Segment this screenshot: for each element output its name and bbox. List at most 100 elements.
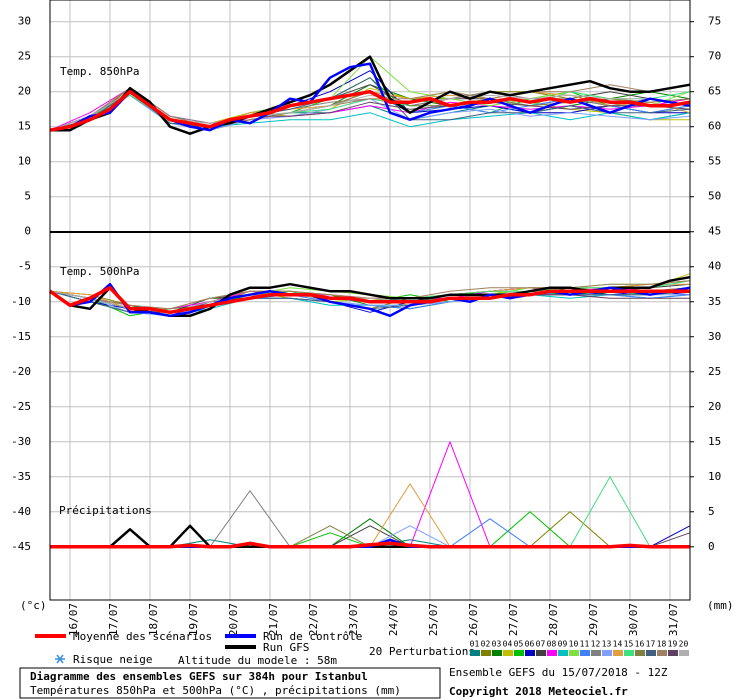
y-tick-label: -20 xyxy=(11,365,31,378)
legend-swatch xyxy=(481,650,491,656)
y-tick-label: -10 xyxy=(11,295,31,308)
legend-label: 15 xyxy=(624,640,634,649)
lines xyxy=(48,55,691,549)
y2-tick-label: 10 xyxy=(708,470,721,483)
legend-label: 20 xyxy=(679,640,689,649)
y2-tick-label: 20 xyxy=(708,400,721,413)
legend-swatch xyxy=(536,650,546,656)
legend-label: 03 xyxy=(492,640,502,649)
annotation: Précipitations xyxy=(59,504,152,517)
x-tick-label: 16/07 xyxy=(67,603,80,636)
y-tick-label: 5 xyxy=(24,190,31,203)
x-tick-label: 25/07 xyxy=(427,603,440,636)
y-tick-label: 10 xyxy=(18,155,31,168)
x-tick-label: 20/07 xyxy=(227,603,240,636)
legend-swatch xyxy=(558,650,568,656)
y-tick-label: -25 xyxy=(11,400,31,413)
annotation: Temp. 850hPa xyxy=(60,65,139,78)
legend-swatch xyxy=(514,650,524,656)
legend-swatch xyxy=(591,650,601,656)
x-tick-label: 29/07 xyxy=(587,603,600,636)
y2-tick-label: 65 xyxy=(708,85,721,98)
y-tick-label: 0 xyxy=(24,225,31,238)
y-tick-label: -30 xyxy=(11,435,31,448)
legend-label: 09 xyxy=(558,640,568,649)
legend-label: 12 xyxy=(591,640,601,649)
y-tick-label: -35 xyxy=(11,470,31,483)
x-tick-label: 18/07 xyxy=(147,603,160,636)
legend-swatch xyxy=(580,650,590,656)
legend-label: 19 xyxy=(668,640,678,649)
x-tick-label: 19/07 xyxy=(187,603,200,636)
series-line xyxy=(48,285,690,315)
y2-tick-label: 75 xyxy=(708,15,721,28)
x-tick-label: 26/07 xyxy=(467,603,480,636)
x-tick-label: 28/07 xyxy=(547,603,560,636)
legend-label: Risque neige xyxy=(73,653,152,666)
legend-swatch xyxy=(569,650,579,656)
x-tick-label: 23/07 xyxy=(347,603,360,636)
run-info: Ensemble GEFS du 15/07/2018 - 12Z xyxy=(449,666,668,679)
legend-swatch xyxy=(525,650,535,656)
legend-label: 13 xyxy=(602,640,612,649)
legend-swatch xyxy=(547,650,557,656)
annotation: Temp. 500hPa xyxy=(60,265,139,278)
legend-label: 14 xyxy=(613,640,623,649)
legend-label: 06 xyxy=(525,640,535,649)
altitude: Altitude du modele : 58m xyxy=(178,654,337,667)
legend-label: 16 xyxy=(635,640,645,649)
x-tick-label: 22/07 xyxy=(307,603,320,636)
legend-swatch xyxy=(635,650,645,656)
legend-label: Moyenne des scénarios xyxy=(73,630,212,643)
y2-tick-label: 25 xyxy=(708,365,721,378)
legend-swatch xyxy=(613,650,623,656)
perturbation-label: 20 Perturbations xyxy=(369,645,475,658)
legend-label: 11 xyxy=(580,640,590,649)
legend-label: 04 xyxy=(503,640,513,649)
y-axis-label: (°c) xyxy=(20,599,47,612)
legend-swatch xyxy=(503,650,513,656)
y-tick-label: -40 xyxy=(11,505,31,518)
legend-label: 02 xyxy=(481,640,491,649)
y-tick-label: 25 xyxy=(18,50,31,63)
legend-swatch xyxy=(470,650,480,656)
legend-label: 08 xyxy=(547,640,557,649)
title-box xyxy=(19,667,441,699)
legend-label: Run de contrôle xyxy=(263,630,362,643)
y2-tick-label: 45 xyxy=(708,225,721,238)
legend-swatch xyxy=(602,650,612,656)
legend-label: Run GFS xyxy=(263,641,309,654)
legend-label: 10 xyxy=(569,640,579,649)
legend-swatch xyxy=(646,650,656,656)
y2-tick-label: 30 xyxy=(708,330,721,343)
x-tick-label: 27/07 xyxy=(507,603,520,636)
legend-label: 07 xyxy=(536,640,546,649)
y-tick-label: 30 xyxy=(18,15,31,28)
chart-subtitle: Températures 850hPa et 500hPa (°C) , pré… xyxy=(30,684,401,697)
y2-tick-label: 0 xyxy=(708,540,715,553)
x-tick-label: 31/07 xyxy=(667,603,680,636)
y2-tick-label: 60 xyxy=(708,120,721,133)
y2-tick-label: 40 xyxy=(708,260,721,273)
legend-swatch xyxy=(492,650,502,656)
series-line xyxy=(49,84,691,131)
y2-tick-label: 5 xyxy=(708,505,715,518)
chart-title: Diagramme des ensembles GEFS sur 384h po… xyxy=(30,670,368,683)
y-tick-label: 20 xyxy=(18,85,31,98)
copyright: Copyright 2018 Meteociel.fr xyxy=(449,685,628,698)
legend-label: 17 xyxy=(646,640,656,649)
legend-swatch xyxy=(668,650,678,656)
y2-axis-label: (mm) xyxy=(707,599,734,612)
y2-tick-label: 50 xyxy=(708,190,721,203)
snow-icon xyxy=(55,654,65,664)
y2-tick-label: 70 xyxy=(708,50,721,63)
y-tick-label: -15 xyxy=(11,330,31,343)
legend-swatch xyxy=(624,650,634,656)
y2-tick-label: 55 xyxy=(708,155,721,168)
legend-label: 18 xyxy=(657,640,667,649)
y-tick-label: 15 xyxy=(18,120,31,133)
legend-label: 01 xyxy=(470,640,480,649)
series-line xyxy=(50,541,690,549)
legend-swatch xyxy=(657,650,667,656)
